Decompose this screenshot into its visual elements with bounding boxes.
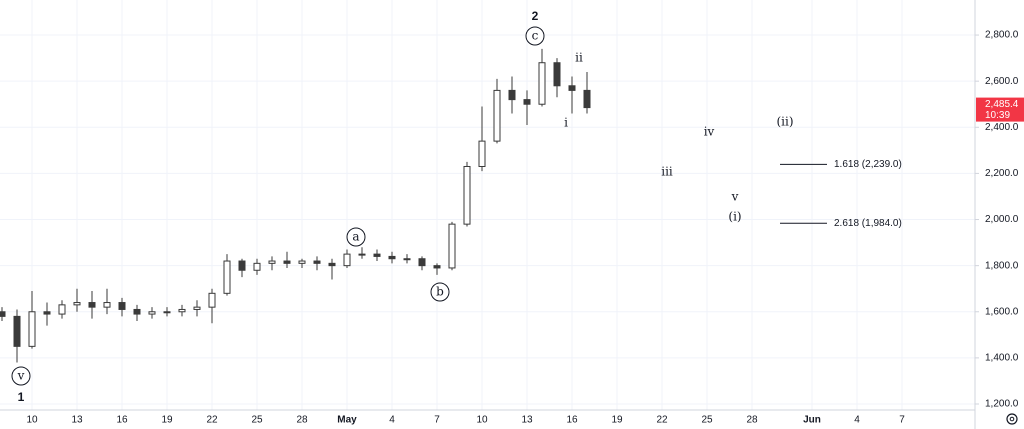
x-tick-label: 7	[434, 415, 440, 426]
wave-circle	[525, 26, 545, 46]
y-tick-label: 1,800.0	[985, 260, 1019, 271]
candle-body	[178, 308, 186, 313]
candle-body	[508, 89, 516, 101]
candle-body	[418, 258, 426, 267]
candle-body	[313, 260, 321, 264]
x-tick-label: 13	[71, 415, 83, 426]
candle-body	[568, 85, 576, 91]
candle-body	[73, 302, 81, 306]
x-tick-label: May	[337, 415, 357, 426]
settings-button[interactable]	[1006, 413, 1018, 425]
wave-label: 1	[18, 390, 25, 404]
candle-body	[538, 62, 546, 105]
candle-body	[118, 302, 126, 310]
x-tick-label: 13	[521, 415, 533, 426]
candle-body	[193, 306, 201, 310]
plot	[0, 48, 591, 363]
candle-body	[403, 258, 411, 261]
fib-label: 1.618 (2,239.0)	[834, 159, 902, 170]
y-tick-label: 2,800.0	[985, 30, 1019, 41]
last-price-label: 2,485.4	[985, 99, 1019, 110]
candle-body	[88, 302, 96, 308]
grid	[0, 0, 975, 410]
candle-body	[58, 304, 66, 315]
gear-icon[interactable]	[1006, 413, 1018, 425]
candle-body	[328, 262, 336, 267]
candle-body	[253, 262, 261, 271]
x-tick-label: 28	[746, 415, 758, 426]
x-tick-label: 25	[251, 415, 263, 426]
x-tick-label: 19	[161, 415, 173, 426]
x-tick-label: 16	[116, 415, 128, 426]
y-tick-label: 1,200.0	[985, 399, 1019, 410]
x-tick-label: Jun	[803, 415, 821, 426]
candle-body	[523, 99, 531, 105]
countdown-label: 10:39	[985, 110, 1010, 121]
wave-label: v	[17, 369, 25, 383]
y-tick-label: 2,600.0	[985, 76, 1019, 87]
wave-label: v	[731, 190, 739, 204]
wave-label: c	[532, 29, 539, 43]
candle-body	[448, 223, 456, 269]
candle-body	[478, 140, 486, 167]
x-tick-label: 7	[899, 415, 905, 426]
y-tick-label: 1,600.0	[985, 306, 1019, 317]
wave-circle	[346, 227, 366, 247]
x-tick-label: 22	[656, 415, 668, 426]
y-tick-label: 2,400.0	[985, 122, 1019, 133]
y-tick-label: 2,200.0	[985, 168, 1019, 179]
candle-body	[388, 255, 396, 260]
candle-body	[238, 260, 246, 271]
y-tick-label: 1,400.0	[985, 353, 1019, 364]
candle-body	[298, 260, 306, 264]
wave-label: a	[352, 230, 359, 244]
candle-body	[28, 311, 36, 347]
wave-label: ii	[575, 51, 583, 65]
wave-label: iv	[704, 125, 715, 139]
candle-body	[133, 308, 141, 315]
wave-label: i	[564, 116, 568, 130]
candle-body	[103, 302, 111, 308]
candle-body	[433, 265, 441, 269]
x-tick-label: 28	[296, 415, 308, 426]
x-tick-label: 25	[701, 415, 713, 426]
x-tick-label: 4	[854, 415, 860, 426]
wave-circle	[430, 282, 450, 302]
x-tick-label: 10	[476, 415, 488, 426]
wave-label: (i)	[728, 210, 741, 224]
x-tick-label: 4	[389, 415, 395, 426]
x-tick-label: 10	[26, 415, 38, 426]
candle-body	[583, 89, 591, 109]
x-tick-label: 16	[566, 415, 578, 426]
wave-circle	[11, 366, 31, 386]
candle-body	[373, 253, 381, 257]
wave-label: 2	[532, 9, 539, 23]
candle-body	[358, 253, 366, 256]
candle-body	[268, 260, 276, 264]
x-tick-label: 22	[206, 415, 218, 426]
candle-body	[223, 260, 231, 294]
candle-body	[283, 260, 291, 264]
candle-body	[13, 315, 21, 347]
candle-body	[148, 311, 156, 315]
candle-body	[43, 311, 51, 315]
candle-body	[553, 62, 561, 87]
gear-center[interactable]	[1009, 416, 1015, 422]
candle-body	[163, 311, 171, 314]
candle-body	[208, 292, 216, 308]
fib-label: 2.618 (1,984.0)	[834, 218, 902, 229]
candle-body	[493, 89, 501, 142]
wave-label: iii	[661, 165, 673, 179]
candle-body	[343, 253, 351, 267]
last-price-tag	[976, 97, 1024, 122]
x-tick-label: 19	[611, 415, 623, 426]
candle-body	[0, 311, 6, 317]
y-tick-label: 2,000.0	[985, 214, 1019, 225]
wave-label: (ii)	[776, 115, 793, 129]
wave-label: b	[436, 285, 444, 299]
candle-body	[463, 165, 471, 225]
